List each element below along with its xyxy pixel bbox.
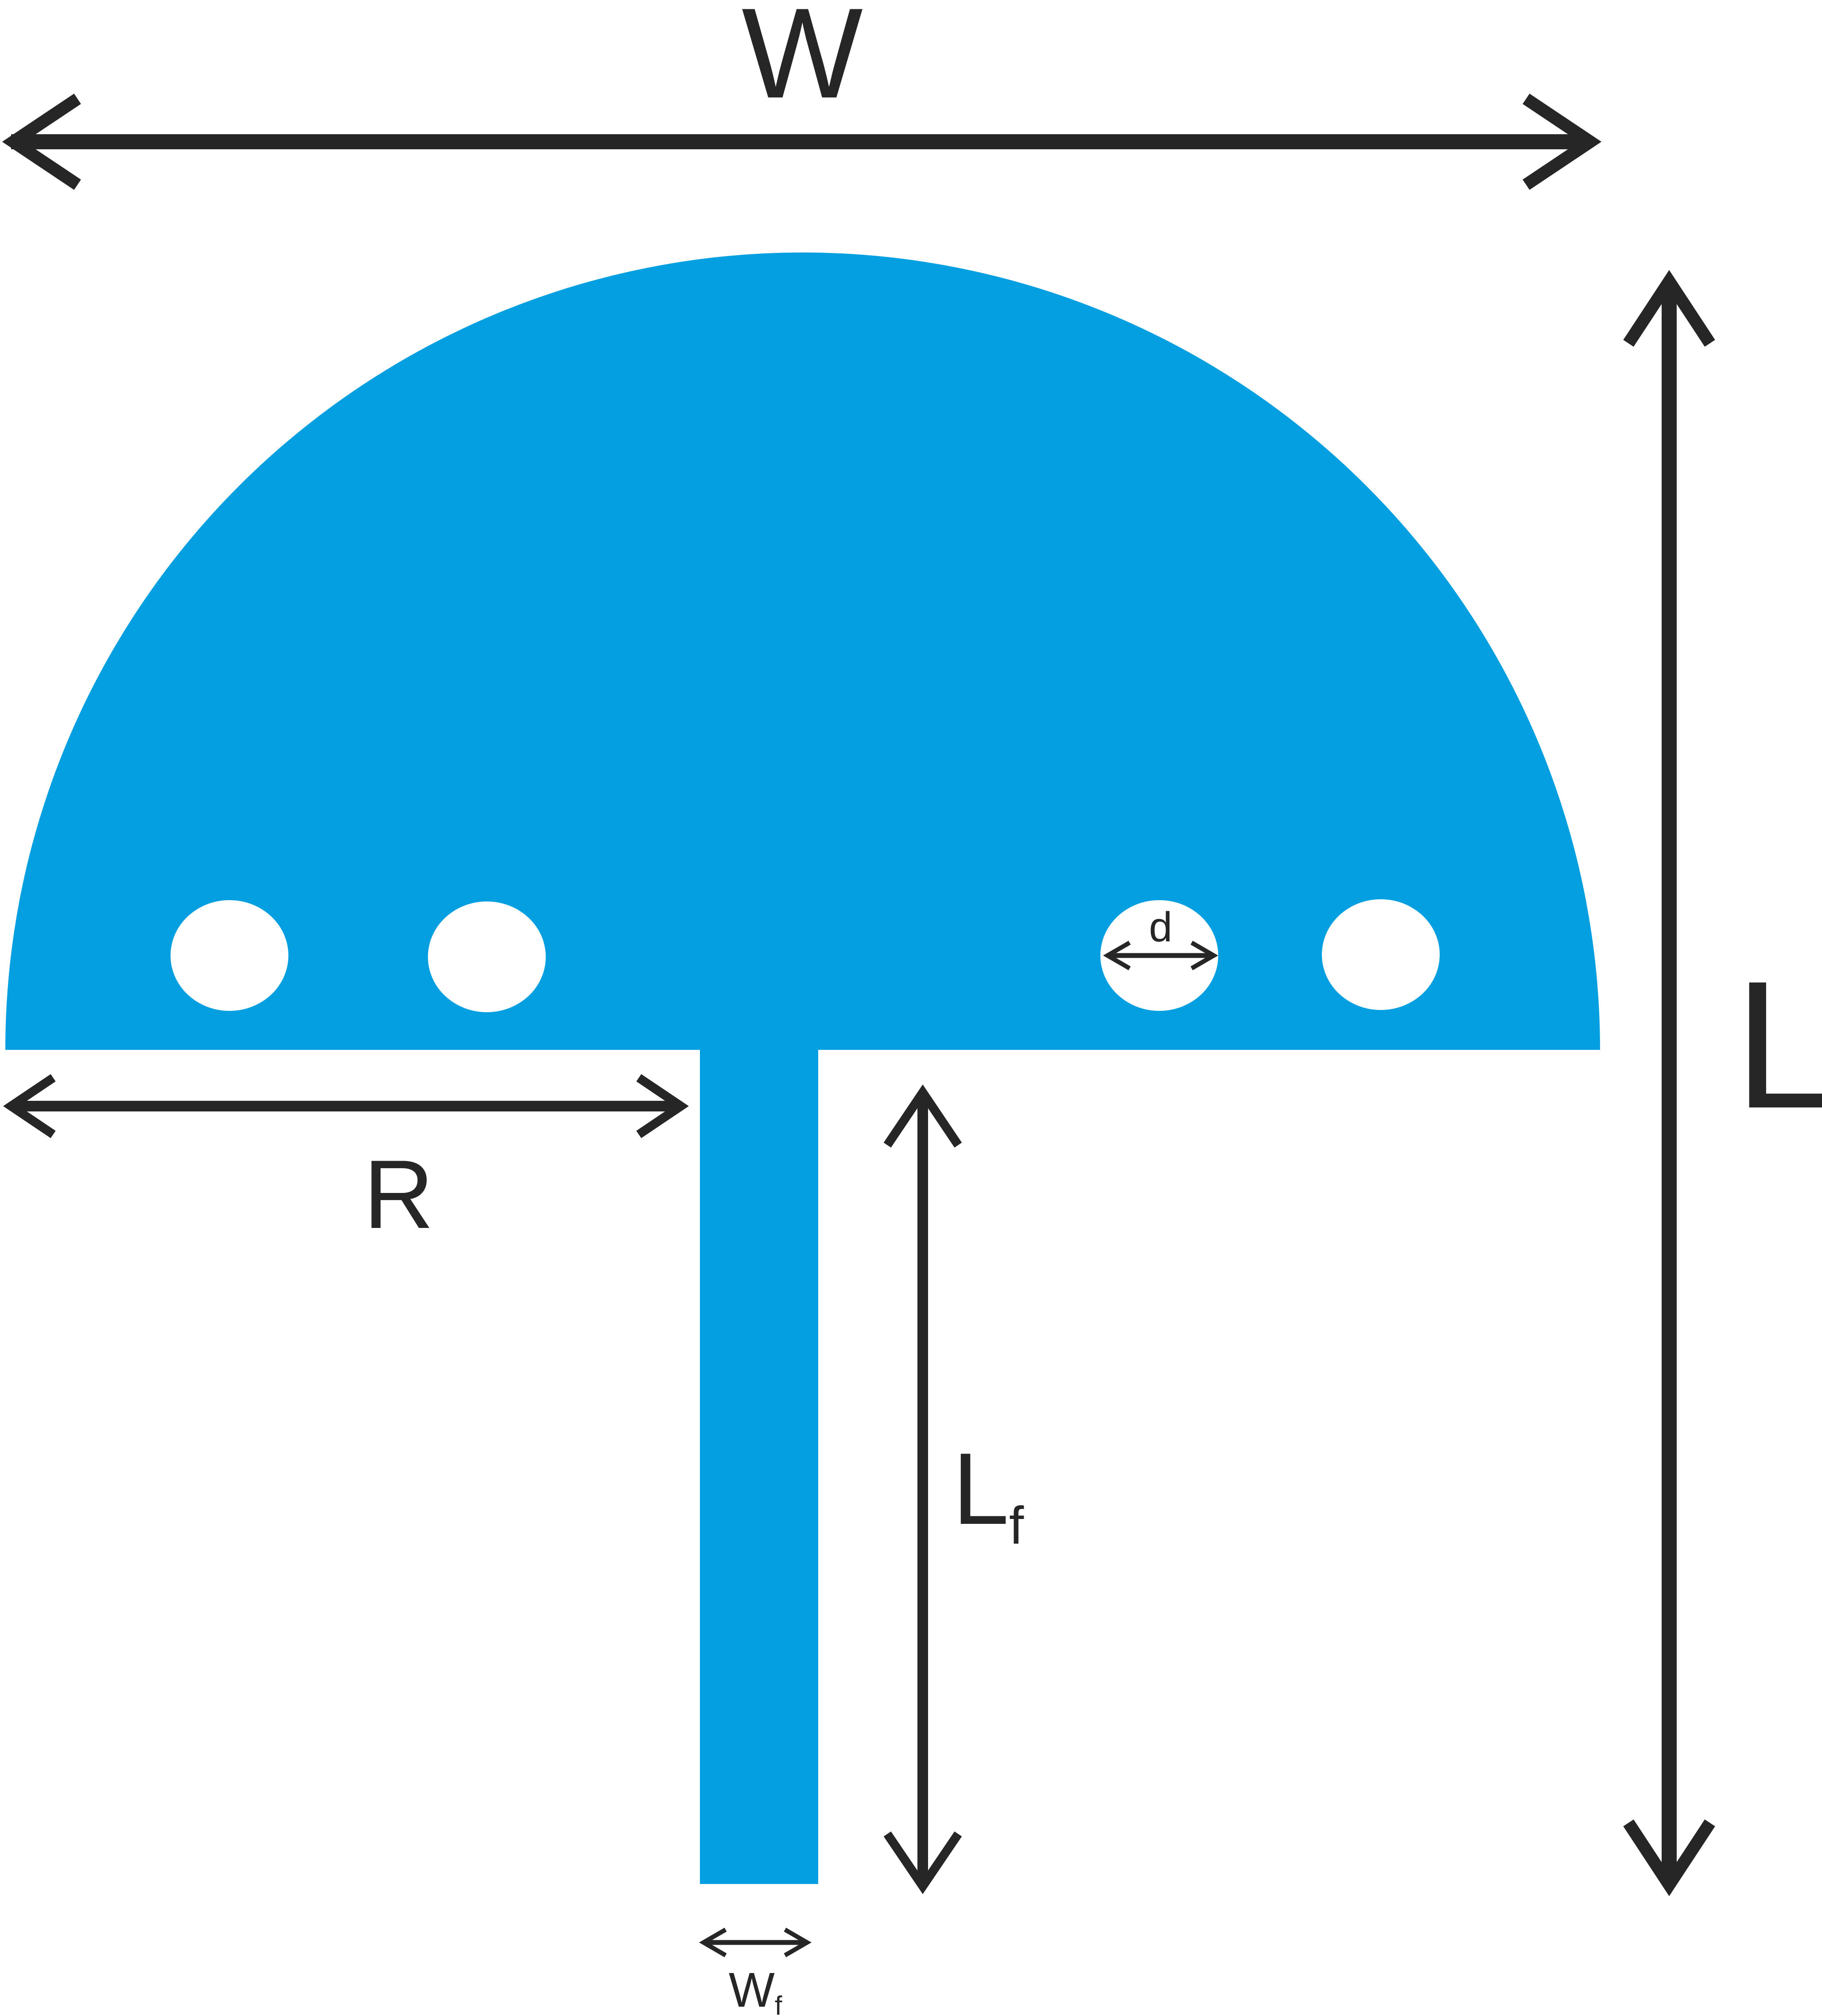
feed-width-label-subscript: f [775,1991,782,2016]
feed-width-label: Wf [729,1963,782,2016]
hole-diameter-label: d [1149,904,1173,951]
feed-width-label-main: W [729,1963,775,2016]
feed-length-dimension-arrow [883,1084,962,1894]
feed-length-label-subscript: f [1009,1496,1024,1555]
radius-dimension-arrow [3,1074,689,1138]
feed-length-label-main: L [952,1432,1009,1546]
hole-2 [428,901,546,1012]
hole-4 [1322,899,1440,1010]
hole-diameter-dimension-arrow [1103,940,1218,971]
length-label: L [1734,943,1822,1146]
hole-1 [171,900,288,1011]
feed-line [700,1049,818,1884]
radius-label: R [364,1140,434,1249]
feed-length-label: Lf [952,1432,1024,1555]
semicircular-patch [5,252,1600,1050]
width-dimension-arrow [2,93,1602,190]
feed-width-dimension-arrow [699,1927,812,1958]
width-label: W [742,0,864,125]
length-dimension-arrow [1623,270,1715,1896]
